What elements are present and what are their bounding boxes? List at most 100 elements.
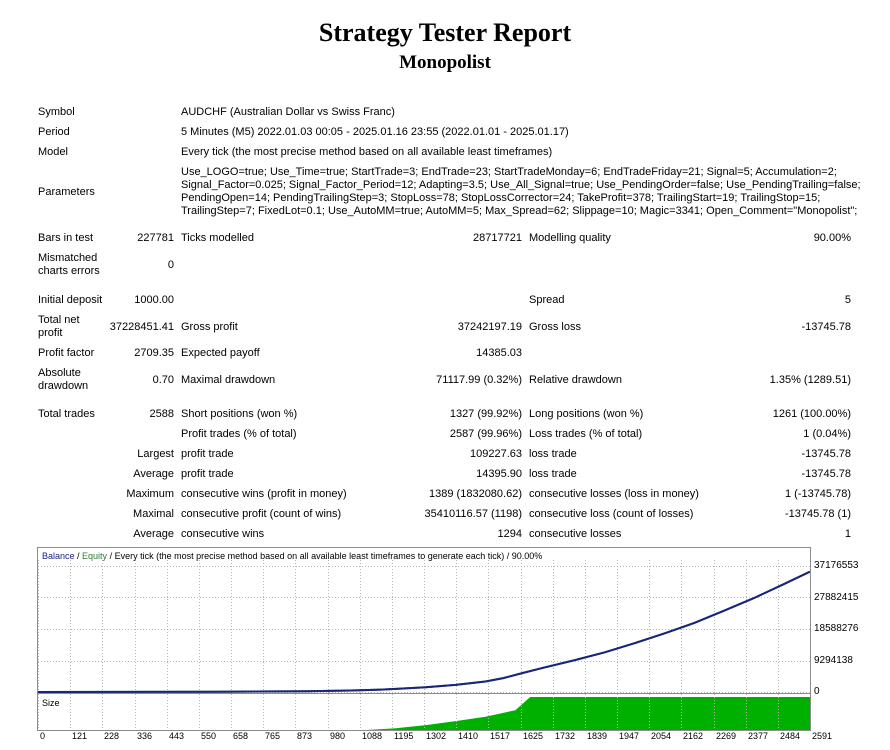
ticks-label: Ticks modelled — [181, 232, 254, 244]
long-positions-value: 1261 (100.00%) — [772, 408, 851, 420]
ticks-value: 28717721 — [473, 232, 522, 244]
profit-factor-label: Profit factor — [38, 347, 95, 359]
x-tick-label: 2269 — [716, 731, 737, 741]
legend-description: / Every tick (the most precise method ba… — [107, 551, 543, 561]
mismatch-label: charts errors — [38, 265, 100, 277]
x-tick-label: 443 — [169, 731, 185, 741]
x-tick-label: 2054 — [651, 731, 672, 741]
parameters-line: Use_LOGO=true; Use_Time=true; StartTrade… — [181, 166, 837, 178]
total-trades-label: Total trades — [38, 408, 95, 420]
net-profit-label: Total net — [38, 314, 80, 326]
spread-value: 5 — [844, 294, 851, 306]
profit-trades-value: 2587 (99.96%) — [449, 428, 522, 440]
model-label: Model — [38, 146, 68, 158]
x-tick-label: 873 — [297, 731, 313, 741]
largest-loss-value: -13745.78 — [801, 448, 851, 460]
avg-consecutive-wins-label: consecutive wins — [181, 528, 265, 540]
relative-drawdown-value: 1.35% (1289.51) — [769, 374, 851, 386]
largest-profit-value: 109227.63 — [470, 448, 522, 460]
legend-balance: Balance — [42, 551, 75, 561]
balance-chart — [37, 547, 811, 694]
period-label: Period — [38, 126, 70, 138]
deposit-label: Initial deposit — [38, 294, 103, 306]
x-tick-label: 336 — [137, 731, 153, 741]
avg-consecutive-wins-value: 1294 — [497, 528, 522, 540]
mismatch-value: 0 — [167, 259, 174, 271]
y-tick-label: 0 — [814, 686, 820, 697]
chart-legend: Balance / Equity / Every tick (the most … — [42, 551, 542, 561]
net-profit-label: profit — [38, 327, 63, 339]
max-consecutive-losses-label: consecutive losses (loss in money) — [529, 488, 699, 500]
mismatch-label: Mismatched — [38, 252, 98, 264]
total-trades-value: 2588 — [149, 408, 174, 420]
short-positions-label: Short positions (won %) — [181, 408, 298, 420]
loss-trades-label: Loss trades (% of total) — [529, 428, 643, 440]
y-tick-label: 27882415 — [814, 591, 859, 603]
maximal-consecutive-loss-label: consecutive loss (count of losses) — [529, 508, 694, 520]
maximal-drawdown-value: 71117.99 (0.32%) — [436, 374, 522, 386]
max-consecutive-losses-value: 1 (-13745.78) — [784, 488, 851, 500]
largest-label: Largest — [137, 448, 174, 460]
expected-payoff-value: 14385.03 — [476, 347, 522, 359]
long-positions-label: Long positions (won %) — [529, 408, 644, 420]
x-tick-label: 980 — [330, 731, 346, 741]
max-consecutive-wins-value: 1389 (1832080.62) — [429, 488, 522, 500]
absolute-drawdown-label: Absolute — [38, 367, 81, 379]
x-tick-label: 228 — [104, 731, 120, 741]
expert-name: Monopolist — [399, 52, 491, 73]
gross-loss-label: Gross loss — [529, 321, 581, 333]
parameters-line: PendingOpen=14; PendingTrailingStep=3; S… — [181, 192, 821, 204]
avg-consecutive-losses-value: 1 — [844, 528, 851, 540]
maximal-consecutive-loss-value: -13745.78 (1) — [784, 508, 851, 520]
x-tick-label: 1195 — [394, 731, 414, 741]
absolute-drawdown-value: 0.70 — [152, 374, 174, 386]
bars-value: 227781 — [137, 232, 174, 244]
loss-trades-value: 1 (0.04%) — [803, 428, 851, 440]
average-label: Average — [133, 468, 174, 480]
profit-trades-label: Profit trades (% of total) — [181, 428, 297, 440]
parameters-line: TrailingStep=7; FixedLot=0.1; Use_AutoMM… — [181, 205, 858, 217]
quality-value: 90.00% — [813, 232, 851, 244]
average-profit-value: 14395.90 — [476, 468, 522, 480]
size-chart — [37, 693, 811, 731]
bars-label: Bars in test — [38, 232, 94, 244]
x-tick-label: 1732 — [555, 731, 576, 741]
period-value: 5 Minutes (M5) 2022.01.03 00:05 - 2025.0… — [181, 126, 569, 138]
avg-consecutive-losses-label: consecutive losses — [529, 528, 622, 540]
equity-series-line — [37, 570, 811, 693]
relative-drawdown-label: Relative drawdown — [529, 374, 622, 386]
maximal-consecutive-profit-label: consecutive profit (count of wins) — [181, 508, 342, 520]
x-tick-label: 2377 — [748, 731, 769, 741]
short-positions-value: 1327 (99.92%) — [449, 408, 522, 420]
x-tick-label: 765 — [265, 731, 281, 741]
x-tick-label: 1947 — [619, 731, 640, 741]
gross-profit-label: Gross profit — [181, 321, 238, 333]
profit-factor-value: 2709.35 — [134, 347, 174, 359]
x-tick-label: 0 — [40, 731, 46, 741]
size-series-area — [38, 697, 810, 730]
y-tick-label: 9294138 — [814, 654, 853, 666]
gross-loss-value: -13745.78 — [801, 321, 851, 333]
maximal-drawdown-label: Maximal drawdown — [181, 374, 276, 386]
size-label: Size — [42, 698, 60, 708]
x-tick-label: 658 — [233, 731, 249, 741]
size-chart-plot — [38, 694, 811, 730]
deposit-value: 1000.00 — [134, 294, 174, 306]
x-tick-label: 2591 — [812, 731, 833, 741]
average-consecutive-label: Average — [133, 528, 174, 540]
x-tick-label: 2162 — [683, 731, 704, 741]
average-profit-label: profit trade — [181, 468, 234, 480]
largest-profit-label: profit trade — [181, 448, 234, 460]
legend-separator: / — [74, 551, 83, 561]
gross-profit-value: 37242197.19 — [457, 321, 522, 333]
max-consecutive-wins-label: consecutive wins (profit in money) — [181, 488, 347, 500]
maximal-label: Maximal — [133, 508, 174, 520]
maximum-label: Maximum — [126, 488, 174, 500]
y-tick-label: 18588276 — [814, 623, 859, 634]
quality-label: Modelling quality — [529, 232, 611, 244]
parameters-line: Signal_Factor=0.025; Signal_Factor_Perio… — [181, 179, 861, 191]
parameters-label: Parameters — [38, 186, 95, 198]
symbol-label: Symbol — [38, 106, 75, 118]
x-tick-label: 1410 — [458, 731, 479, 741]
x-tick-label: 121 — [72, 731, 88, 741]
